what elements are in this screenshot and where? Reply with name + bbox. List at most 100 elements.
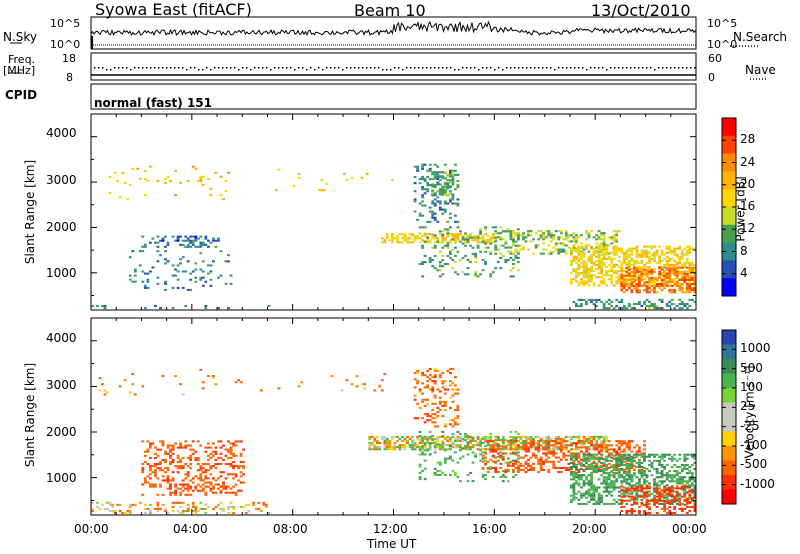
heatmap-cell: [582, 442, 586, 445]
heatmap-cell: [476, 236, 480, 239]
heatmap-cell: [501, 238, 505, 241]
heatmap-cell: [627, 274, 631, 277]
heatmap-cell: [517, 466, 520, 469]
heatmap-cell: [627, 247, 631, 250]
heatmap-cell: [156, 503, 160, 506]
heatmap-cell: [433, 444, 437, 447]
heatmap-cell: [418, 388, 422, 391]
heatmap-cell: [421, 435, 425, 438]
heatmap-cell: [570, 444, 573, 447]
heatmap-cell: [605, 448, 609, 451]
heatmap-cell: [587, 488, 591, 491]
heatmap-cell: [436, 406, 440, 409]
heatmap-cell: [562, 244, 566, 247]
heatmap-cell: [547, 450, 551, 453]
heatmap-cell: [519, 456, 523, 459]
heatmap-cell: [161, 375, 165, 378]
heatmap-cell: [438, 250, 442, 253]
heatmap-cell: [673, 476, 677, 479]
heatmap-cell: [421, 440, 425, 443]
heatmap-cell: [597, 238, 601, 241]
heatmap-cell: [166, 467, 170, 470]
heatmap-cell: [454, 271, 457, 274]
heatmap-cell: [648, 485, 651, 488]
heatmap-cell: [580, 251, 583, 254]
heatmap-cell: [416, 235, 420, 238]
heatmap-cell: [592, 263, 596, 266]
heatmap-cell: [423, 240, 427, 243]
heatmap-cell: [547, 456, 551, 459]
heatmap-cell: [428, 239, 432, 242]
heatmap-cell: [421, 275, 425, 278]
heatmap-cell: [406, 239, 409, 242]
heatmap-cell: [512, 440, 515, 443]
heatmap-cell: [398, 448, 402, 451]
heatmap-cell: [587, 280, 591, 283]
heatmap-cell: [449, 380, 452, 383]
heatmap-cell: [653, 282, 656, 285]
heatmap-cell: [648, 502, 651, 505]
nave-point: [634, 67, 636, 69]
heatmap-cell: [418, 465, 422, 468]
heatmap-cell: [630, 270, 634, 273]
heatmap-cell: [605, 468, 609, 471]
heatmap-cell: [640, 498, 644, 501]
heatmap-cell: [602, 437, 606, 440]
velocity-colorbar-swatch: [722, 417, 736, 432]
heatmap-cell: [635, 461, 639, 464]
heatmap-cell: [421, 175, 425, 178]
heatmap-cell: [605, 463, 609, 466]
heatmap-cell: [491, 448, 495, 451]
heatmap-cell: [633, 287, 636, 290]
heatmap-cell: [128, 505, 132, 508]
heatmap-cell: [605, 300, 609, 303]
heatmap-cell: [638, 459, 641, 462]
heatmap-cell: [597, 435, 601, 438]
power-colorbar-swatch: [722, 260, 736, 279]
heatmap-cell: [506, 461, 510, 464]
beam-label: Beam 10: [354, 1, 426, 20]
heatmap-cell: [638, 482, 641, 485]
heatmap-cell: [212, 454, 215, 457]
heatmap-cell: [297, 385, 301, 388]
heatmap-cell: [464, 273, 467, 276]
heatmap-cell: [421, 372, 425, 375]
heatmap-cell: [650, 453, 654, 456]
ytick-velocity: 1000: [46, 471, 77, 485]
heatmap-cell: [678, 476, 682, 479]
heatmap-cell: [229, 446, 233, 449]
heatmap-cell: [590, 498, 593, 501]
heatmap-cell: [143, 272, 147, 275]
heatmap-cell: [496, 443, 500, 446]
heatmap-cell: [421, 261, 425, 264]
heatmap-cell: [683, 253, 687, 256]
heatmap-cell: [451, 425, 455, 428]
heatmap-cell: [426, 241, 430, 244]
heatmap-cell: [660, 466, 664, 469]
heatmap-cell: [514, 474, 518, 477]
heatmap-cell: [449, 419, 452, 422]
heatmap-cell: [428, 259, 432, 262]
heatmap-cell: [217, 456, 220, 459]
heatmap-cell: [648, 284, 651, 287]
heatmap-cell: [617, 446, 621, 449]
heatmap-cell: [685, 249, 689, 252]
heatmap-cell: [451, 469, 455, 472]
heatmap-cell: [166, 452, 170, 455]
heatmap-cell: [113, 510, 117, 513]
heatmap-cell: [161, 469, 165, 472]
heatmap-cell: [494, 246, 498, 249]
heatmap-cell: [239, 454, 243, 457]
heatmap-cell: [622, 261, 626, 264]
heatmap-cell: [625, 274, 629, 277]
heatmap-cell: [643, 493, 646, 496]
heatmap-cell: [514, 460, 518, 463]
heatmap-cell: [433, 241, 437, 244]
heatmap-cell: [572, 488, 576, 491]
heatmap-cell: [617, 249, 621, 252]
heatmap-cell: [451, 388, 455, 391]
heatmap-cell: [680, 468, 684, 471]
heatmap-cell: [675, 485, 679, 488]
heatmap-cell: [572, 448, 576, 451]
heatmap-cell: [512, 462, 515, 465]
